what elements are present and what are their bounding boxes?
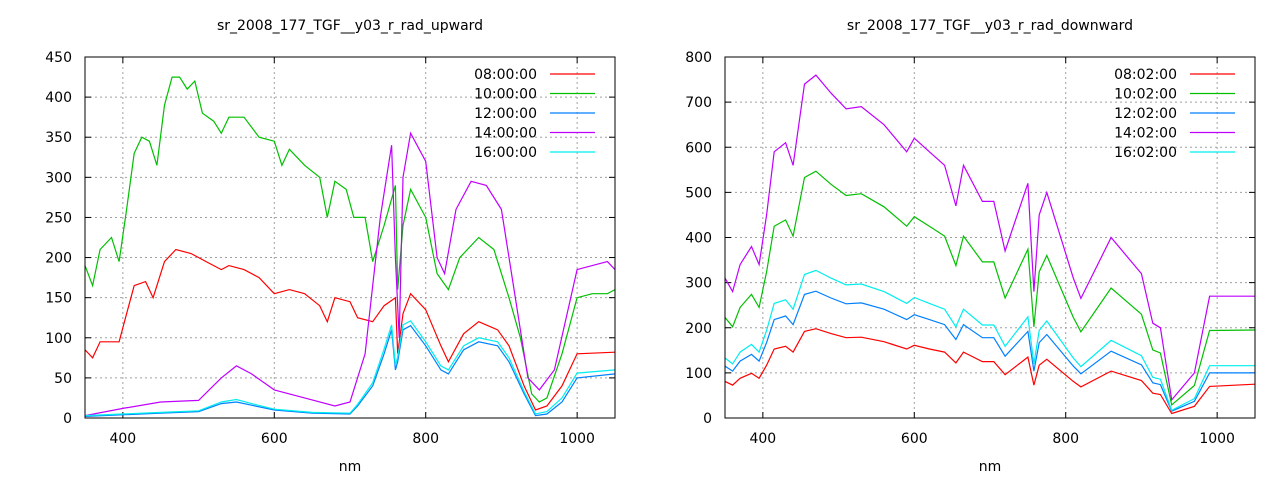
series-line-160200 [725,269,1255,412]
legend-label: 14:02:00 [1114,126,1177,142]
y-tick-label: 50 [54,371,72,387]
y-tick-label: 600 [685,140,712,156]
y-tick-label: 300 [685,276,712,292]
y-tick-label: 400 [685,231,712,247]
y-tick-label: 450 [45,50,72,66]
chart-title: sr_2008_177_TGF__y03_r_rad_downward [847,18,1133,34]
legend-label: 12:00:00 [474,106,537,122]
plot-lines [85,76,615,417]
y-tick-label: 100 [45,331,72,347]
y-tick-label: 400 [45,90,72,106]
x-tick-label: 400 [749,431,776,447]
y-tick-label: 150 [45,291,72,307]
x-axis-label: nm [339,459,362,475]
y-tick-label: 300 [45,170,72,186]
x-tick-label: 800 [1052,431,1079,447]
x-tick-label: 600 [901,431,928,447]
x-tick-label: 1000 [1199,431,1235,447]
series-line-080200 [725,328,1255,415]
y-tick-label: 200 [45,251,72,267]
y-tick-label: 0 [703,411,712,427]
x-tick-label: 800 [412,431,439,447]
series-line-120200 [725,290,1255,412]
series-line-100000 [85,76,615,403]
legend-label: 10:00:00 [474,87,537,103]
series-line-120000 [85,324,615,417]
legend-label: 08:02:00 [1114,67,1177,83]
legend-label: 16:02:00 [1114,145,1177,161]
series-line-100200 [725,170,1255,407]
legend-label: 12:02:00 [1114,106,1177,122]
series-line-160000 [85,320,615,417]
y-tick-label: 700 [685,95,712,111]
series-line-140000 [85,131,615,417]
plot-frame [84,56,616,419]
x-axis-label: nm [979,459,1002,475]
y-tick-label: 500 [685,185,712,201]
y-tick-label: 350 [45,130,72,146]
series-line-080000 [85,248,615,411]
chart-title: sr_2008_177_TGF__y03_r_rad_upward [217,18,483,34]
x-tick-label: 400 [109,431,136,447]
y-tick-label: 250 [45,210,72,226]
y-tick-label: 100 [685,366,712,382]
y-tick-label: 0 [63,411,72,427]
legend-label: 16:00:00 [474,145,537,161]
plot-lines [725,74,1255,415]
y-tick-label: 800 [685,50,712,66]
x-tick-label: 1000 [559,431,595,447]
plot-frame [724,56,1256,419]
x-tick-label: 600 [261,431,288,447]
legend-label: 14:00:00 [474,126,537,142]
series-line-140200 [725,74,1255,402]
legend-label: 08:00:00 [474,67,537,83]
y-tick-label: 200 [685,321,712,337]
legend-label: 10:02:00 [1114,87,1177,103]
